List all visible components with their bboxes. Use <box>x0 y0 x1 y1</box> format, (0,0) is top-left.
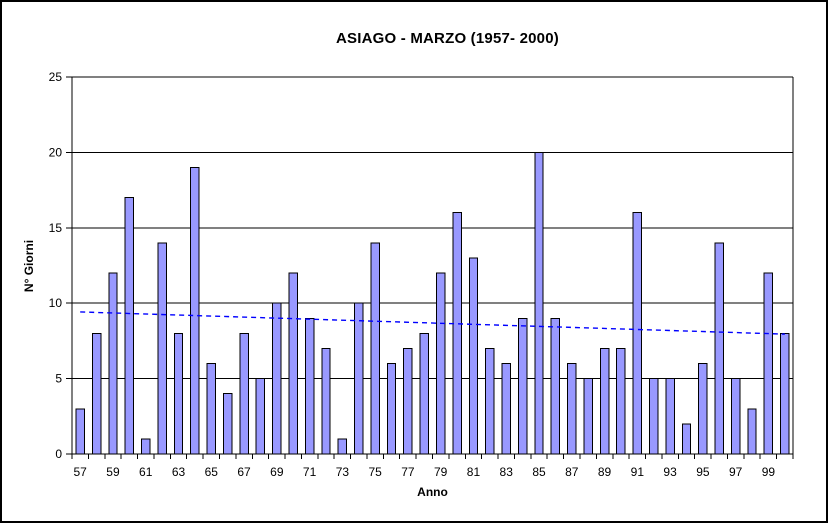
bar-85 <box>534 151 544 455</box>
bar-69 <box>272 302 282 455</box>
bar-67 <box>239 332 249 455</box>
x-tick-label: 59 <box>106 465 120 479</box>
bar-90 <box>616 347 626 455</box>
x-tick-label: 71 <box>303 465 317 479</box>
bar-80 <box>452 212 462 455</box>
bar-70 <box>288 272 298 455</box>
x-tick-label: 79 <box>434 465 448 479</box>
bar-00 <box>780 332 790 455</box>
bar-87 <box>567 363 577 455</box>
x-tick-label: 69 <box>270 465 284 479</box>
x-tick-label: 73 <box>336 465 350 479</box>
y-tick-label: 10 <box>49 296 63 310</box>
x-tick-label: 57 <box>74 465 88 479</box>
bar-95 <box>698 363 708 455</box>
bar-86 <box>550 317 561 455</box>
bar-72 <box>321 347 331 455</box>
bar-93 <box>665 378 675 455</box>
y-tick-label: 15 <box>49 221 63 235</box>
bar-59 <box>108 272 118 455</box>
x-tick-label: 67 <box>237 465 251 479</box>
x-tick-label: 83 <box>500 465 514 479</box>
x-tick-label: 95 <box>696 465 710 479</box>
x-tick-label: 87 <box>565 465 579 479</box>
bar-62 <box>157 242 167 455</box>
bar-94 <box>681 423 692 455</box>
x-tick-label: 75 <box>368 465 382 479</box>
bar-78 <box>419 332 430 455</box>
x-axis-title: Anno <box>417 485 448 499</box>
x-tick-label: 85 <box>532 465 546 479</box>
x-tick-label: 61 <box>139 465 153 479</box>
chart-title: ASIAGO - MARZO (1957- 2000) <box>336 30 559 47</box>
x-tick-label: 91 <box>631 465 645 479</box>
bar-68 <box>255 378 266 455</box>
bar-74 <box>354 302 364 455</box>
bar-57 <box>75 408 85 455</box>
bar-58 <box>91 332 102 455</box>
bar-66 <box>222 393 233 455</box>
bar-61 <box>141 438 151 455</box>
y-tick-label: 25 <box>49 70 63 84</box>
bar-98 <box>747 408 757 455</box>
bar-91 <box>632 212 643 455</box>
bar-63 <box>173 332 184 455</box>
bar-97 <box>730 378 741 455</box>
bar-89 <box>599 347 610 455</box>
bar-81 <box>468 257 479 455</box>
y-tick-label: 0 <box>55 447 62 461</box>
trendline <box>80 311 785 335</box>
bar-79 <box>435 272 446 455</box>
y-tick-label: 20 <box>49 145 63 159</box>
bar-84 <box>517 317 528 455</box>
bar-75 <box>370 242 380 455</box>
bar-82 <box>485 347 495 455</box>
x-tick-label: 97 <box>729 465 743 479</box>
bar-71 <box>304 317 315 455</box>
x-tick-label: 65 <box>205 465 219 479</box>
bar-60 <box>124 197 135 455</box>
bar-65 <box>206 363 216 455</box>
y-tick-label: 5 <box>55 372 62 386</box>
bar-99 <box>763 272 774 455</box>
bar-88 <box>583 378 593 455</box>
bar-83 <box>501 363 511 455</box>
bar-76 <box>386 363 397 455</box>
x-tick-label: 81 <box>467 465 481 479</box>
x-tick-label: 63 <box>172 465 186 479</box>
bar-64 <box>190 166 200 455</box>
x-tick-label: 89 <box>598 465 612 479</box>
x-tick-label: 77 <box>401 465 415 479</box>
x-tick-label: 93 <box>663 465 677 479</box>
bar-77 <box>403 347 413 455</box>
x-tick-label: 99 <box>762 465 776 479</box>
bar-96 <box>714 242 724 455</box>
bar-92 <box>649 378 659 455</box>
bar-73 <box>337 438 348 455</box>
